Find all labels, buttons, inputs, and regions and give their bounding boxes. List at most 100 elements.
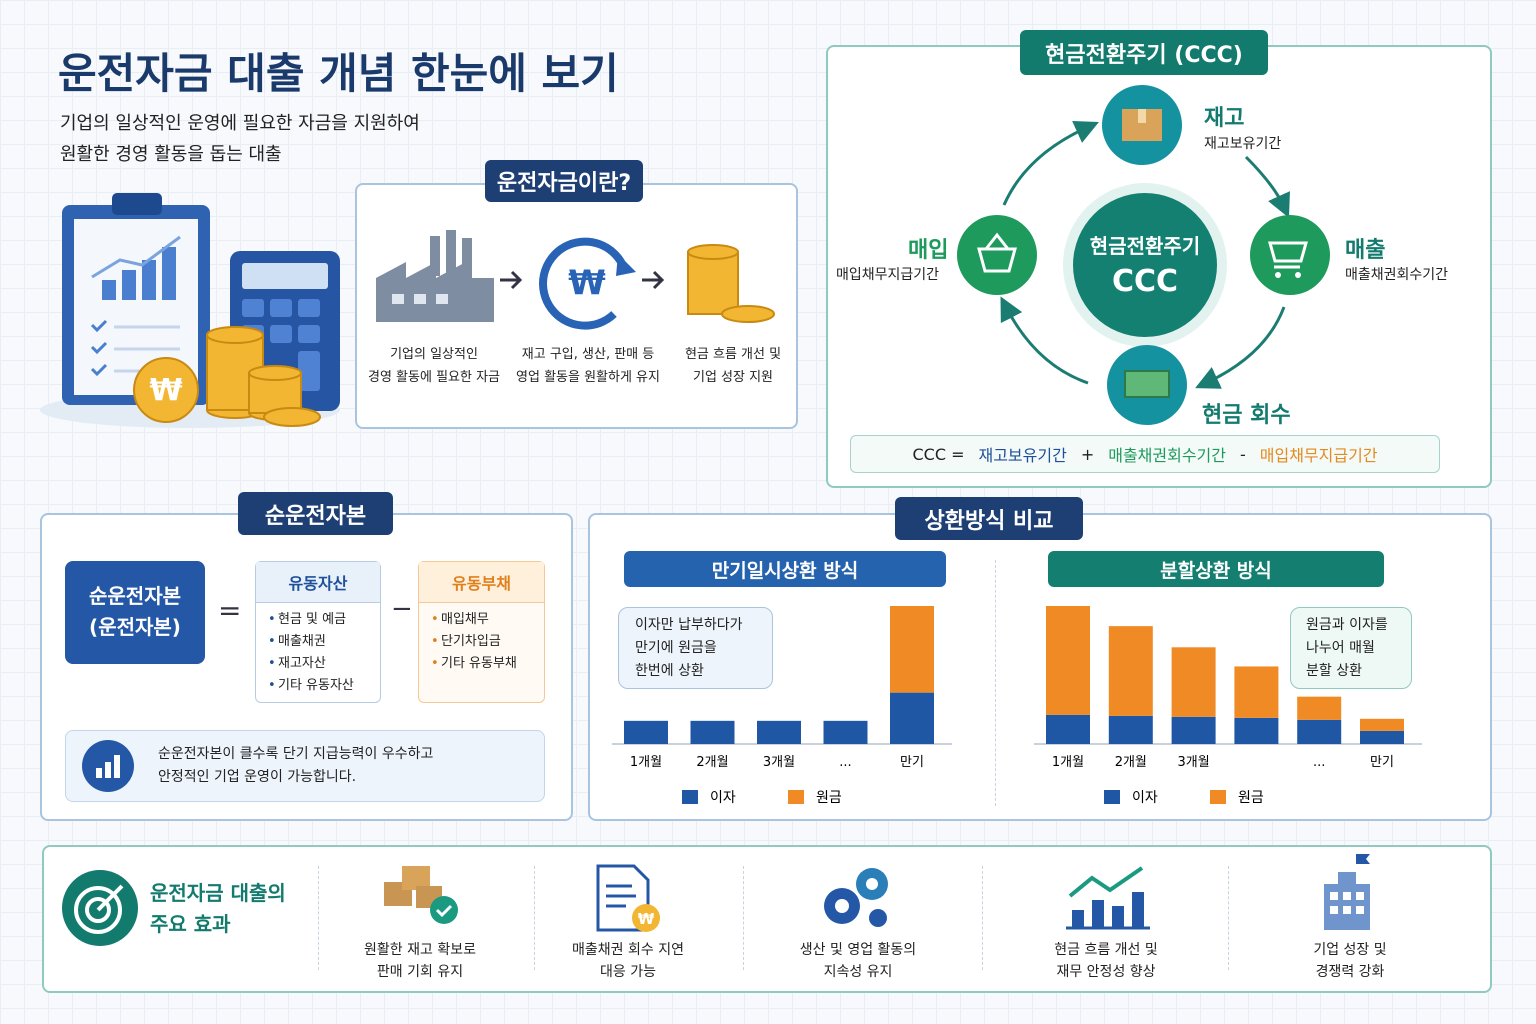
ccc-formula: CCC = 재고보유기간 + 매출채권회수기간 - 매입채무지급기간 (850, 435, 1440, 473)
separator (318, 866, 319, 970)
shape (263, 407, 321, 427)
effects-title: 운전자금 대출의 주요 효과 (150, 878, 286, 940)
text: 순운전자본이 클수록 단기 지급능력이 우수하고 (158, 746, 434, 762)
what-is-title: 운전자금이란? (485, 160, 643, 202)
shape (1250, 215, 1330, 295)
what-is-icons: ₩ (376, 230, 775, 330)
shape (1002, 121, 1099, 206)
effect-text: 원활한 재고 확보로 판매 기회 유지 (320, 939, 520, 983)
node-name: 매입 (908, 238, 949, 263)
list-item: • 매입채무 (431, 609, 544, 631)
bullet: • (268, 678, 276, 693)
shape (1000, 121, 1290, 389)
effect-line: 재무 안정성 향상 (1056, 964, 1156, 980)
text: (운전자본) (89, 615, 181, 639)
text: 기업의 일상적인 (390, 347, 478, 362)
shape (162, 247, 176, 300)
shape (430, 236, 440, 276)
shape (1330, 892, 1364, 914)
legend-label: 이자 (710, 790, 736, 806)
step-text: 재고 구입, 생산, 판매 등 영업 활동을 원활하게 유지 (510, 343, 666, 389)
bar-segment (890, 606, 934, 693)
effect-icon (1324, 854, 1370, 930)
title: 운전자금 대출 개념 한눈에 보기 (58, 49, 619, 98)
effect-icon: ₩ (596, 864, 660, 932)
bar-segment (1297, 719, 1342, 744)
shape: ₩ (638, 910, 655, 928)
text: 영업 활동을 원활하게 유지 (516, 370, 660, 385)
list-item: • 현금 및 예금 (268, 609, 380, 631)
bar-segment (1297, 696, 1342, 720)
shape (376, 230, 494, 322)
shape (462, 238, 472, 278)
shape (242, 299, 264, 317)
text: 안정적인 기업 운영이 가능합니다. (158, 769, 357, 785)
bar-segment (1046, 714, 1090, 744)
bullet: • (268, 634, 276, 649)
shape (687, 251, 739, 315)
text: 기업 성장 지원 (692, 370, 774, 385)
shape (616, 254, 636, 276)
shape (91, 235, 181, 279)
text: 순운전자본 (89, 584, 181, 608)
effect-line: 현금 흐름 개선 및 (1054, 942, 1158, 958)
shape (957, 215, 1037, 295)
bar-segment (1171, 716, 1216, 744)
text: 유동자산 (256, 562, 380, 603)
shape (112, 193, 162, 215)
effect-line: 원활한 재고 확보로 (364, 942, 476, 958)
text: + (1080, 444, 1095, 464)
ccc-center: 현금전환주기 (1089, 234, 1201, 258)
separator (1228, 866, 1229, 970)
separator (534, 866, 535, 970)
bar-segment (757, 720, 801, 744)
step-text: 현금 흐름 개선 및 기업 성장 지원 (668, 343, 798, 389)
text: 만기에 원금을 (635, 640, 717, 656)
x-tick-label: 2개월 (1115, 755, 1147, 770)
text: 원금과 이자를 (1306, 617, 1388, 633)
legend-swatch (1104, 790, 1120, 804)
text: 한번에 상환 (635, 663, 704, 679)
shape (82, 740, 134, 792)
shape (1338, 872, 1356, 884)
effects-panel (42, 845, 1492, 993)
nwc-label: 순운전자본 (운전자본) (65, 561, 205, 664)
shape (500, 270, 665, 290)
shape (1244, 155, 1290, 218)
shape (85, 897, 111, 923)
illustration: ₩ (40, 193, 340, 428)
node-desc: 매출채권회수기간 (1345, 267, 1449, 283)
effect-line: 생산 및 영업 활동의 (799, 942, 917, 958)
text: 주요 효과 (150, 912, 231, 936)
shape (1073, 193, 1217, 337)
chart-title: 만기일시상환 방식 (624, 551, 946, 587)
effect-text: 매출채권 회수 지연 대응 가능 (528, 939, 728, 983)
shape (392, 294, 448, 304)
shape (687, 244, 775, 323)
shape (430, 896, 458, 924)
shape (539, 237, 628, 330)
shape (1000, 296, 1089, 385)
shape (1356, 854, 1370, 872)
shape (392, 294, 404, 304)
text: 기업의 일상적인 운영에 필요한 자금을 지원하여 (60, 113, 420, 134)
bar-segment (823, 720, 868, 744)
shape (270, 325, 292, 343)
shape (1268, 241, 1308, 269)
separator (743, 866, 744, 970)
node-desc: 매입채무지급기간 (836, 267, 940, 283)
effects-icon (62, 870, 138, 946)
ccc-center: CCC (1111, 264, 1179, 299)
shape: • 현금 및 예금 • 매출채권 • 재고자산 • 기타 유동자산 (256, 603, 380, 697)
shape (114, 755, 120, 778)
bar-segment (624, 720, 668, 744)
bullet: • (431, 612, 439, 627)
bar-segment (1234, 717, 1279, 744)
shape (446, 230, 456, 276)
shape (977, 232, 1017, 273)
shape (1275, 272, 1281, 278)
shape (1343, 906, 1351, 914)
shape (102, 280, 116, 300)
legend-label: 이자 (1132, 790, 1158, 806)
